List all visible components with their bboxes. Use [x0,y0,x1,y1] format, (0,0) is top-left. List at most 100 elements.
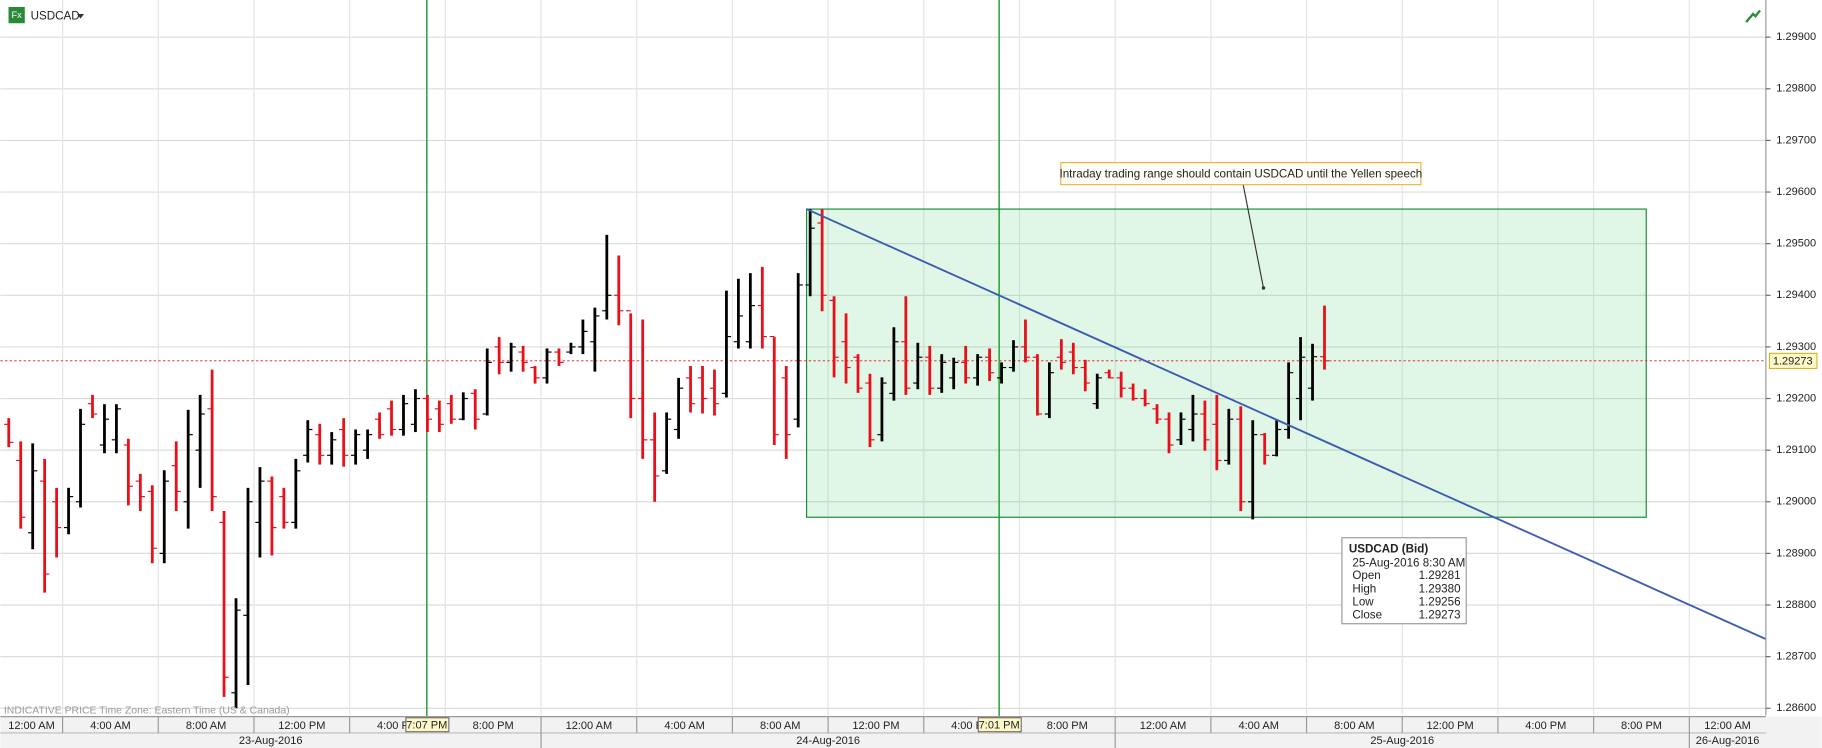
ohlc-bar [961,345,971,384]
ohlc-bar [1152,404,1162,424]
ohlc-bar [1200,400,1210,451]
x-tick-label: 8:00 AM [1334,720,1374,732]
ohlc-bar [590,307,600,372]
y-tick-label: 1.29200 [1776,392,1816,404]
y-tick-label: 1.28600 [1776,702,1816,714]
ohlc-bar [1020,319,1031,363]
ohlc-bar [1164,412,1174,454]
ohlc-bar [578,319,588,355]
ohlc-bar [841,313,851,384]
ohlc-bar [901,296,911,395]
ohlc-bar [1188,394,1198,442]
ohlc-bar [661,412,672,474]
ohlc-bar [183,409,193,529]
ohlc-bar [1224,408,1234,465]
annotation-arrow [1242,184,1265,289]
y-tick-label: 1.29900 [1776,31,1816,43]
ohlc-bar [1032,354,1043,416]
ohlc-bar [16,441,26,529]
ohlc-bar [231,598,241,709]
ohlc-bar [626,310,636,419]
ohlc-bar [1260,433,1270,465]
last-price-box [1768,352,1818,369]
ticker-dropdown[interactable] [77,13,85,19]
range-box [805,208,1647,518]
date-label: 25-Aug-2016 [1370,735,1434,747]
ohlc-bar [1104,369,1114,379]
x-tick-label: 4:00 PM [1525,720,1566,732]
time-marker-label: 7:01 PM [979,719,1020,731]
annotation-box [1060,162,1422,186]
ohlc-bar [374,412,385,439]
date-label: 24-Aug-2016 [796,735,860,747]
x-tick-label: 12:00 PM [852,720,899,732]
x-tick-label: 8:00 PM [1047,720,1088,732]
ohlc-bar [327,432,337,465]
ohlc-bar [1080,359,1090,392]
ohlc-bar [1044,362,1055,419]
ohlc-bar [1008,340,1019,372]
ohlc-bar [650,412,660,502]
ohlc-bar [123,438,134,506]
ohlc-bar [28,443,38,550]
ohlc-bar [410,389,421,433]
ohlc-bar [709,369,720,416]
ohlc-bar [602,234,612,320]
last-price-label: 1.29273 [1773,355,1813,367]
time-marker-box [977,717,1022,733]
x-tick-label: 12:00 AM [8,720,55,732]
tooltip-row-value: 1.29380 [1419,582,1461,595]
ohlc-bar [1295,337,1306,421]
ohlc-bar [1176,412,1186,445]
tooltip-row-name: Open [1352,569,1380,582]
ticker[interactable]: USDCAD [31,9,80,22]
ohlc-bar [1248,420,1258,520]
time-marker-label: 7:07 PM [406,719,447,731]
fx-icon [8,6,25,24]
ohlc-bar [303,420,313,463]
ohlc-bar [75,408,86,508]
ohlc-bar [111,404,122,454]
y-tick-label: 1.29400 [1776,289,1816,301]
x-tick-label: 4:00 AM [664,720,704,732]
trend-line [806,208,1767,640]
x-tick-label: 12:00 PM [1427,720,1474,732]
ohlc-bar [566,342,576,355]
x-tick-label: 12:00 AM [1704,720,1751,732]
annotation-point [1261,286,1266,290]
ohlc-bar [1212,394,1222,471]
ohlc-bar [781,365,791,459]
ohlc-bar [865,373,875,448]
x-tick-label: 8:00 PM [1621,720,1662,732]
ohlc-bar [63,487,74,535]
ohlc-bar [458,392,468,421]
chart-icon[interactable] [1745,9,1761,23]
ohlc-bar [135,473,145,512]
y-tick-label: 1.29500 [1776,238,1816,250]
ohlc-bar [757,266,767,349]
tooltip-title: USDCAD (Bid) [1349,542,1428,555]
ohlc-bar [339,418,349,467]
y-tick-label: 1.28900 [1776,547,1816,559]
x-tick-label: 4:00 AM [90,720,130,732]
ohlc-bar [470,389,480,430]
ohlc-bar [315,423,325,465]
ohlc-bar [147,485,157,564]
ohlc-bar [267,476,277,556]
ohlc-bar [673,377,684,439]
ohlc-bar [984,348,995,381]
y-tick-label: 1.29700 [1776,134,1816,146]
ohlc-bar [1092,373,1102,409]
ohlc-bar [219,511,229,697]
ohlc-bar [685,365,696,413]
ohlc-bar [769,335,779,445]
ohlc-bar [506,342,516,372]
ohlc-bar [255,467,265,558]
ohlc-bar [1272,420,1282,457]
header: Fx USDCAD [8,6,1761,24]
annotation-text: Intraday trading range should contain US… [1060,167,1423,180]
ohlc-bar [949,357,959,390]
tooltip-row-name: High [1352,582,1376,595]
